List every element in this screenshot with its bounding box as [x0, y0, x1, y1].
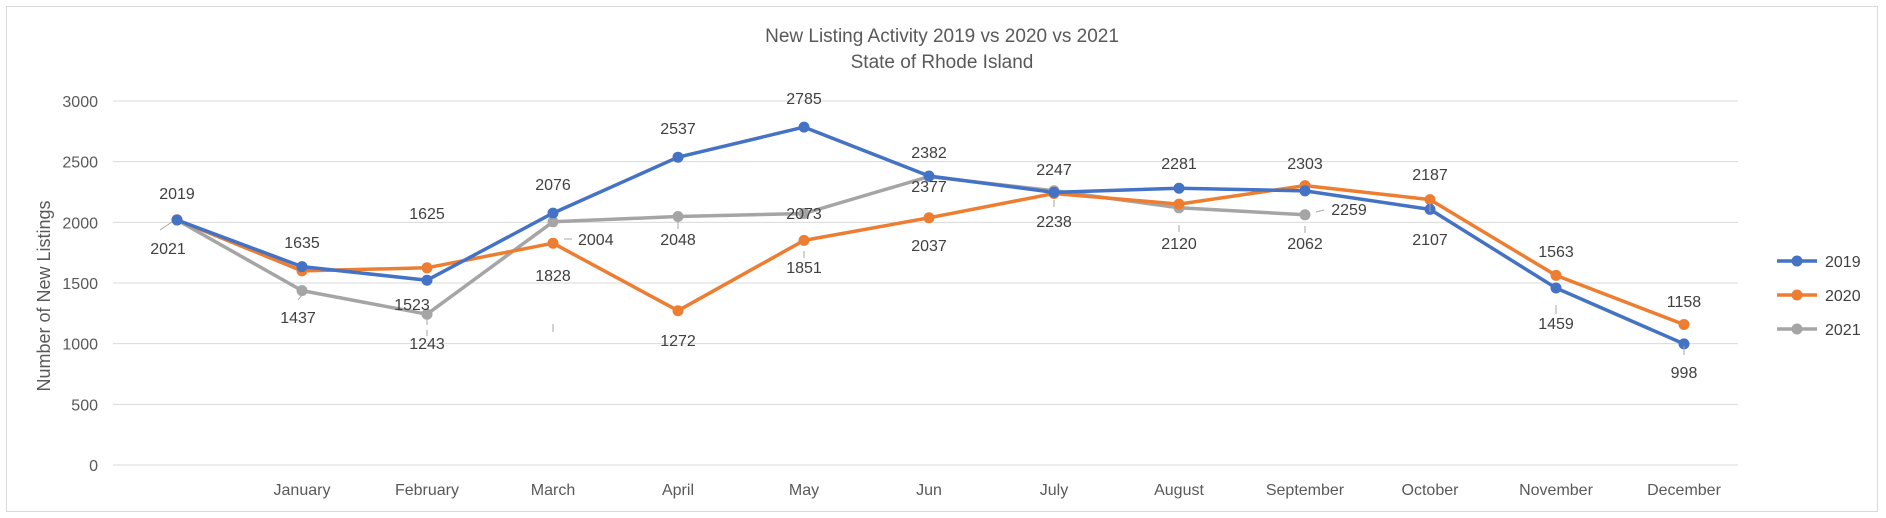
data-label-2019: 1459 [1538, 316, 1574, 333]
y-tick-label: 1500 [62, 276, 98, 293]
label-leader-line [297, 294, 303, 301]
data-point-2019 [1299, 185, 1311, 197]
data-label-2020: 1851 [786, 260, 822, 277]
x-tick-label: February [395, 482, 459, 499]
data-label-2019: 2785 [786, 91, 822, 108]
data-label-2019: 2247 [1036, 162, 1072, 179]
x-tick-label: November [1519, 482, 1593, 499]
data-point-2019 [1550, 282, 1562, 294]
data-point-2020 [421, 262, 433, 274]
x-tick-label: December [1647, 482, 1721, 499]
data-point-2019 [1048, 186, 1060, 198]
data-point-2019 [923, 170, 935, 182]
y-tick-label: 2000 [62, 215, 98, 232]
legend-entry-2020: 2020 [1825, 288, 1861, 305]
label-leader-line [159, 221, 173, 231]
x-tick-label: August [1154, 482, 1204, 499]
data-label-2019: 2382 [911, 145, 947, 162]
data-label-2019: 1635 [284, 235, 320, 252]
chart-title: New Listing Activity 2019 vs 2020 vs 202… [765, 26, 1119, 47]
data-point-2019 [171, 214, 183, 226]
data-label-2020: 2187 [1412, 167, 1448, 184]
x-tick-label: March [531, 482, 575, 499]
legend-entry-2021: 2021 [1825, 322, 1861, 339]
data-label-2020: 1828 [535, 268, 571, 285]
data-point-2019 [672, 151, 684, 163]
data-point-2019 [1678, 338, 1690, 350]
y-tick-label: 0 [89, 458, 98, 475]
data-point-2019 [547, 207, 559, 219]
x-tick-label: Jun [916, 482, 942, 499]
x-tick-label: October [1402, 482, 1460, 499]
y-tick-label: 2500 [62, 155, 98, 172]
data-label-2020: 2021 [150, 241, 186, 258]
data-label-2020: 2303 [1287, 156, 1323, 173]
data-label-2020: 1625 [409, 206, 445, 223]
legend-marker-2020 [1791, 289, 1803, 301]
data-point-2020 [923, 212, 935, 224]
data-label-2021: 2120 [1161, 236, 1197, 253]
data-point-2020 [798, 234, 810, 246]
data-label-2020: 1272 [660, 333, 696, 350]
data-label-2020: 1158 [1667, 294, 1702, 311]
y-axis-label: Number of New Listings [34, 200, 54, 391]
data-point-2020 [1173, 198, 1185, 210]
data-point-2021 [672, 211, 684, 222]
data-point-2021 [798, 208, 810, 219]
data-label-2020: 2037 [911, 238, 947, 255]
legend-marker-2021 [1791, 323, 1803, 335]
data-label-2021: 1437 [280, 310, 316, 327]
data-label-2019: 2107 [1412, 232, 1448, 249]
legend-marker-2019 [1791, 255, 1803, 267]
data-point-2019 [296, 261, 308, 273]
label-leader-line [1315, 209, 1325, 213]
x-tick-label: April [662, 482, 694, 499]
data-point-2021 [296, 285, 308, 297]
x-tick-label: September [1266, 482, 1345, 499]
data-label-2020: 1563 [1538, 244, 1574, 261]
data-point-2020 [1424, 194, 1436, 206]
data-label-2019: 1523 [394, 297, 430, 314]
data-label-2021: 2004 [578, 232, 614, 249]
chart-frame [6, 6, 1878, 512]
data-point-2019 [421, 274, 433, 286]
data-label-2021: 2062 [1287, 236, 1323, 253]
data-label-2019: 998 [1671, 365, 1698, 382]
data-label-2019: 2076 [535, 177, 571, 194]
data-label-2021: 2377 [911, 179, 947, 196]
y-tick-label: 3000 [62, 94, 98, 111]
x-tick-label: January [274, 482, 331, 499]
y-tick-label: 1000 [62, 337, 98, 354]
x-tick-label: July [1040, 482, 1068, 499]
series-line-2021 [176, 174, 1306, 316]
data-point-2020 [1550, 269, 1562, 281]
y-tick-label: 500 [71, 397, 98, 414]
data-label-2019: 2281 [1161, 156, 1197, 173]
legend-entry-2019: 2019 [1825, 254, 1861, 271]
chart-subtitle: State of Rhode Island [851, 52, 1034, 73]
data-point-2020 [1678, 319, 1690, 330]
data-point-2019 [1173, 182, 1185, 194]
data-label-2021: 2048 [660, 232, 696, 249]
data-point-2021 [421, 308, 433, 320]
data-point-2020 [547, 237, 559, 249]
data-point-2021 [1299, 209, 1311, 221]
data-label-2021: 1243 [409, 336, 445, 353]
data-label-2021: 2073 [786, 206, 822, 223]
data-label-2019: 2259 [1331, 202, 1367, 219]
data-label-2019: 2019 [159, 186, 195, 203]
data-label-2020: 2238 [1036, 214, 1072, 231]
x-tick-label: May [789, 482, 819, 499]
data-point-2020 [672, 305, 684, 317]
data-label-2019: 2537 [660, 121, 696, 138]
data-point-2019 [798, 121, 810, 133]
